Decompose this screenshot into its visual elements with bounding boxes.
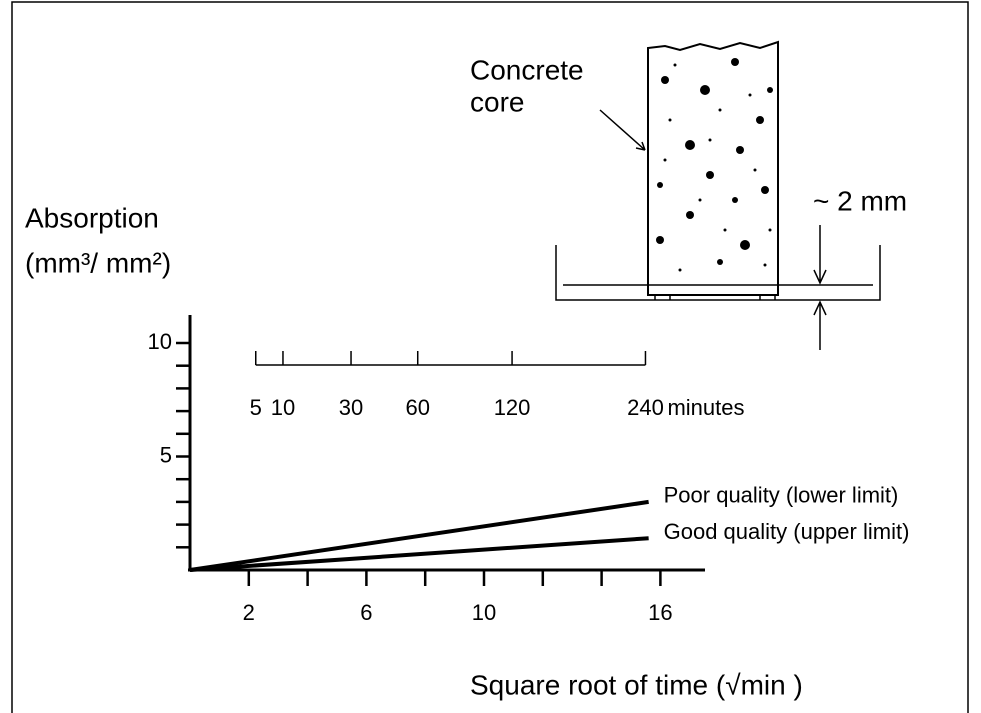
core-label: Concrete [470,54,584,85]
x-tick-label: 6 [360,600,372,625]
line [190,538,649,570]
minutes-unit: minutes [667,395,744,420]
minutes-tick-label: 10 [271,395,295,420]
x-tick-label: 10 [472,600,496,625]
y-axis-label: Absorption [25,202,159,233]
page: {"chart_data": {"type": "line", "ylabel"… [0,0,981,713]
minutes-tick-label: 30 [339,395,363,420]
x-tick-label: 16 [648,600,672,625]
gap-label: ~ 2 mm [813,185,907,216]
minutes-tick-label: 240 [627,395,664,420]
series-label: Good quality (upper limit) [664,519,910,544]
x-tick-label: 2 [243,600,255,625]
minutes-tick-label: 5 [250,395,262,420]
y-axis-label: (mm³/ mm²) [25,247,171,278]
minutes-tick-label: 60 [405,395,429,420]
figure: Concrete core ~ 2 mm Absorption (mm³/ mm… [0,0,981,713]
leader [600,110,645,150]
minutes-tick-label: 120 [494,395,531,420]
core-label: core [470,86,524,117]
y-tick-label: 10 [148,329,172,354]
line [190,502,649,570]
series-label: Poor quality (lower limit) [664,483,899,508]
gap-arrows [814,225,826,350]
y-tick-label: 5 [160,442,172,467]
x-axis-label: Square root of time (√min ) [470,669,803,700]
